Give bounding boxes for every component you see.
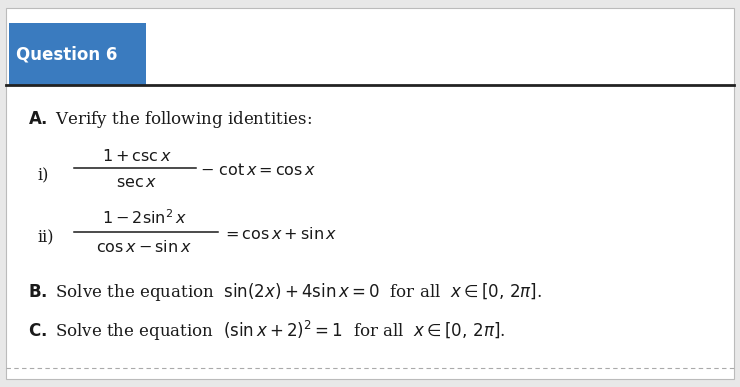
- Text: $= \cos x + \sin x$: $= \cos x + \sin x$: [222, 226, 337, 243]
- FancyBboxPatch shape: [9, 23, 146, 85]
- Text: $1 - 2\sin^{2} x$: $1 - 2\sin^{2} x$: [102, 209, 186, 228]
- Text: $\mathbf{A.}$ Verify the following identities:: $\mathbf{A.}$ Verify the following ident…: [28, 110, 312, 130]
- Text: $\mathbf{B.}$ Solve the equation  $\sin(2x) + 4\sin x = 0$  for all  $x \in [0,\: $\mathbf{B.}$ Solve the equation $\sin(2…: [28, 281, 542, 303]
- Text: $\mathbf{C.}$ Solve the equation  $(\sin x + 2)^{2} = 1$  for all  $x \in [0,\, : $\mathbf{C.}$ Solve the equation $(\sin …: [28, 319, 505, 343]
- Text: ii): ii): [37, 229, 53, 247]
- Text: $1 + \csc x$: $1 + \csc x$: [102, 148, 172, 165]
- Text: Question 6: Question 6: [16, 45, 118, 63]
- Text: $\sec x$: $\sec x$: [116, 174, 158, 191]
- Text: $-\ \cot x = \cos x$: $-\ \cot x = \cos x$: [200, 162, 316, 179]
- FancyBboxPatch shape: [6, 8, 734, 379]
- Text: i): i): [37, 168, 48, 185]
- Text: $\cos x - \sin x$: $\cos x - \sin x$: [96, 239, 192, 256]
